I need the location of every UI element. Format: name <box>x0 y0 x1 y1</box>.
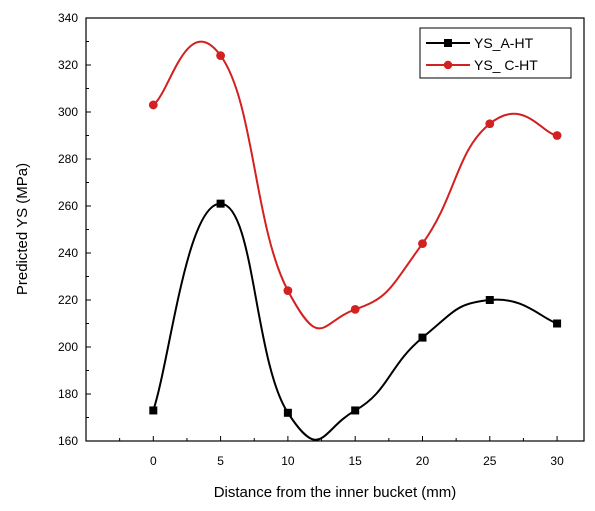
y-tick-label: 220 <box>58 293 78 307</box>
legend-box <box>419 27 572 79</box>
legend-label-ys-a-ht: YS_A-HT <box>474 35 534 51</box>
data-point <box>283 286 293 295</box>
y-tick-label: 200 <box>58 340 78 354</box>
y-axis-title: Predicted YS (MPa) <box>14 163 31 295</box>
marker-layer <box>148 51 562 417</box>
series-line-1 <box>152 40 558 330</box>
data-point <box>350 305 360 314</box>
y-tick-label: 300 <box>58 105 78 119</box>
data-point <box>553 319 562 328</box>
x-tick-label: 10 <box>281 454 295 468</box>
x-tick-label: 20 <box>416 454 430 468</box>
x-tick-label: 30 <box>550 454 564 468</box>
x-tick-label: 15 <box>349 454 363 468</box>
y-tick-label: 280 <box>58 152 78 166</box>
x-tick-label: 25 <box>483 454 497 468</box>
legend-label-ys-c-ht: YS_ C-HT <box>474 57 538 73</box>
y-tick-label: 340 <box>58 11 78 25</box>
x-tick-label: 0 <box>150 454 157 468</box>
x-axis-title: Distance from the inner bucket (mm) <box>214 484 457 501</box>
x-tick-label: 5 <box>217 454 224 468</box>
data-point <box>418 333 427 342</box>
y-axis: 160 180 200 220 240 260 280 300 320 340 <box>58 11 91 448</box>
y-tick-label: 260 <box>58 199 78 213</box>
data-point <box>149 406 158 415</box>
y-tick-label: 240 <box>58 246 78 260</box>
data-point <box>485 119 495 129</box>
data-point <box>216 51 225 60</box>
y-tick-label: 320 <box>58 58 78 72</box>
data-point <box>485 296 494 304</box>
series-line-0 <box>152 202 558 441</box>
y-tick-label: 180 <box>58 387 78 401</box>
legend-marker-ys-a-ht <box>444 39 452 47</box>
data-point <box>148 100 158 110</box>
data-point <box>552 131 562 140</box>
y-tick-label: 160 <box>58 434 78 448</box>
x-axis: 0 5 10 15 20 25 30 <box>119 436 564 468</box>
legend-marker-ys-c-ht <box>443 60 453 70</box>
data-point <box>351 406 360 415</box>
series-layer <box>152 40 558 441</box>
data-point <box>283 408 292 417</box>
data-point <box>418 239 427 249</box>
legend: YS_A-HT YS_ C-HT <box>419 27 572 79</box>
data-point <box>216 199 225 208</box>
